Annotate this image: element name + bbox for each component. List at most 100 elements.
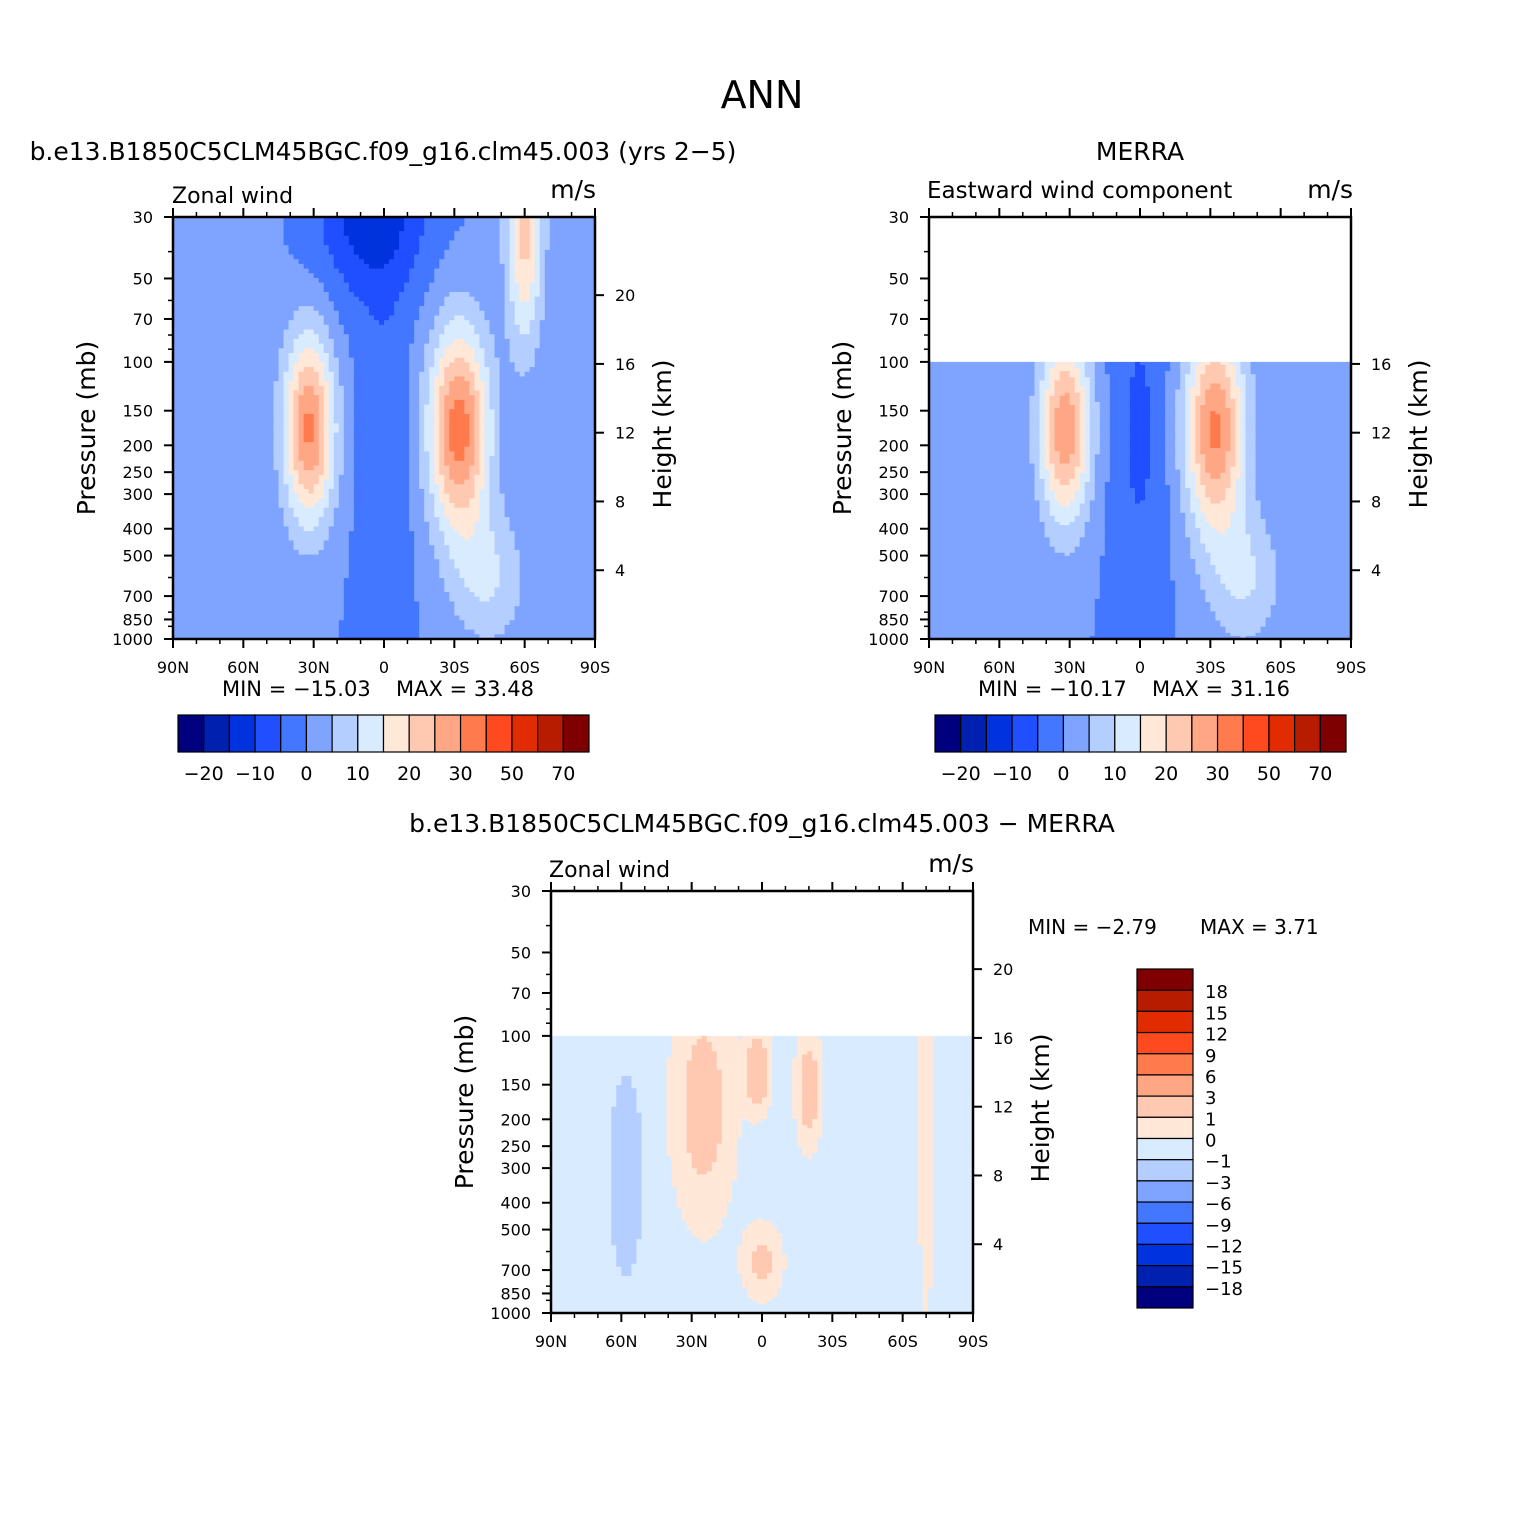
panel-2-height-tick-label: 16 [1371, 355, 1391, 374]
panel-1-x-tick-label: 90S [580, 658, 611, 677]
panel-3-max: MAX = 3.71 [1200, 915, 1319, 939]
panel-3-height-tick-label: 20 [993, 960, 1013, 979]
panel-1-y-tick-label: 700 [122, 587, 153, 606]
colorbar-swatch [486, 715, 512, 752]
panel-1-y-tick-label: 70 [133, 310, 153, 329]
panel-2-min: MIN = −10.17 [978, 677, 1127, 701]
panel-1-x-tick-label: 60S [509, 658, 540, 677]
panel-1-right-axis-title: Height (km) [648, 360, 677, 509]
panel-3-title: b.e13.B1850C5CLM45BGC.f09_g16.clm45.003 … [409, 809, 1115, 838]
colorbar-label: −1 [1205, 1152, 1232, 1173]
panel-3-y-tick-label: 100 [500, 1027, 531, 1046]
colorbar-swatch [281, 715, 307, 752]
colorbar-swatch [384, 715, 410, 752]
colorbar-swatch [1137, 1033, 1193, 1054]
panel-2-x-tick-label: 30N [1054, 658, 1086, 677]
colorbar-swatch [563, 715, 589, 752]
colorbar-swatch [1115, 715, 1141, 752]
panel-3-y-tick-label: 200 [500, 1110, 531, 1129]
panel-3-contour-field [551, 1036, 974, 1314]
panel-2-y-tick-label: 250 [878, 463, 909, 482]
page-title: ANN [721, 73, 804, 117]
panels-layer: 3050701001502002503004005007008501000201… [72, 208, 1433, 1351]
panel-2-y-tick-label: 1000 [868, 630, 909, 649]
colorbar-swatch [204, 715, 230, 752]
colorbar-swatch [1137, 1266, 1193, 1287]
panel-1-height-tick-label: 4 [615, 561, 625, 580]
panel-2-height-tick-label: 4 [1371, 561, 1381, 580]
colorbar-label: −12 [1205, 1236, 1243, 1257]
panel-2-y-tick-label: 700 [878, 587, 909, 606]
colorbar-swatch [1137, 1223, 1193, 1244]
panel-3-height-tick-label: 16 [993, 1029, 1013, 1048]
colorbar-label: 18 [1205, 982, 1228, 1003]
colorbar-swatch [1137, 1181, 1193, 1202]
panel-2-y-tick-label: 300 [878, 485, 909, 504]
colorbar-label: 9 [1205, 1046, 1216, 1067]
panel-2-height-tick-label: 8 [1371, 492, 1381, 511]
colorbar-swatch [1063, 715, 1089, 752]
colorbar-label: 10 [1103, 763, 1127, 785]
panel-1-y-tick-label: 250 [122, 463, 153, 482]
panel-1-max: MAX = 33.48 [396, 677, 534, 701]
panel-3-y-tick-label: 250 [500, 1137, 531, 1156]
panel-1-y-tick-label: 50 [133, 269, 153, 288]
panel-2-units: m/s [1307, 175, 1353, 204]
colorbar-label: −10 [235, 763, 275, 785]
panel-3-y-tick-label: 30 [511, 882, 531, 901]
colorbar-label: 30 [1205, 763, 1229, 785]
panel-1-x-tick-label: 90N [157, 658, 189, 677]
panel-3-height-tick-label: 8 [993, 1166, 1003, 1185]
colorbar-swatch [986, 715, 1012, 752]
panel-1-y-tick-label: 30 [133, 208, 153, 227]
panel-1-y-tick-label: 400 [122, 520, 153, 539]
panel-1-x-tick-label: 30S [439, 658, 470, 677]
colorbar-swatch [461, 715, 487, 752]
colorbar-label: 50 [500, 763, 524, 785]
colorbar-label: −10 [992, 763, 1032, 785]
panel-3-y-tick-label: 50 [511, 943, 531, 962]
panel-1-y-axis-title: Pressure (mb) [72, 341, 101, 515]
panel-2-right-axis-title: Height (km) [1404, 360, 1433, 509]
colorbar-swatch [1137, 1244, 1193, 1265]
panel-1-height-tick-label: 12 [615, 424, 635, 443]
colorbar-swatch [1137, 1075, 1193, 1096]
panel-1-height-tick-label: 16 [615, 355, 635, 374]
panel-2-x-tick-label: 60S [1265, 658, 1296, 677]
colorbar-swatch [512, 715, 538, 752]
colorbar-label: −20 [184, 763, 224, 785]
colorbar-swatch [1137, 969, 1193, 990]
colorbar-swatch [1137, 1117, 1193, 1138]
panel-1-min: MIN = −15.03 [222, 677, 371, 701]
colorbar-label: 1 [1205, 1109, 1216, 1130]
panel-1-title: b.e13.B1850C5CLM45BGC.f09_g16.clm45.003 … [30, 137, 737, 166]
panel-1-y-tick-label: 150 [122, 402, 153, 421]
panel-1-y-tick-label: 500 [122, 547, 153, 566]
panel-3-y-tick-label: 400 [500, 1194, 531, 1213]
panel-2-y-tick-label: 70 [889, 310, 909, 329]
colorbar-label: 0 [1057, 763, 1069, 785]
colorbar-label: 0 [1205, 1131, 1216, 1152]
colorbar-label: 70 [1308, 763, 1332, 785]
colorbar-swatch [1269, 715, 1295, 752]
colorbar-label: 20 [1154, 763, 1178, 785]
panel-1-height-tick-label: 20 [615, 286, 635, 305]
colorbar-label: 15 [1205, 1003, 1228, 1024]
colorbar-label: 50 [1257, 763, 1281, 785]
panel-3-y-tick-label: 850 [500, 1284, 531, 1303]
colorbar-label: 10 [346, 763, 370, 785]
panel-3-y-tick-label: 70 [511, 984, 531, 1003]
panel-3-y-tick-label: 1000 [490, 1304, 531, 1323]
colorbar-swatch [1137, 1011, 1193, 1032]
panel-3-x-tick-label: 30N [676, 1332, 708, 1351]
panel-2-x-tick-label: 60N [983, 658, 1015, 677]
panel-1-left-label: Zonal wind [172, 184, 293, 209]
panel-2-y-tick-label: 150 [878, 402, 909, 421]
colorbar-label: −3 [1205, 1173, 1232, 1194]
panel-2-title: MERRA [1096, 137, 1184, 166]
panel-1-x-tick-label: 0 [379, 658, 389, 677]
colorbar-swatch [1137, 1139, 1193, 1160]
colorbar-label: 3 [1205, 1088, 1216, 1109]
